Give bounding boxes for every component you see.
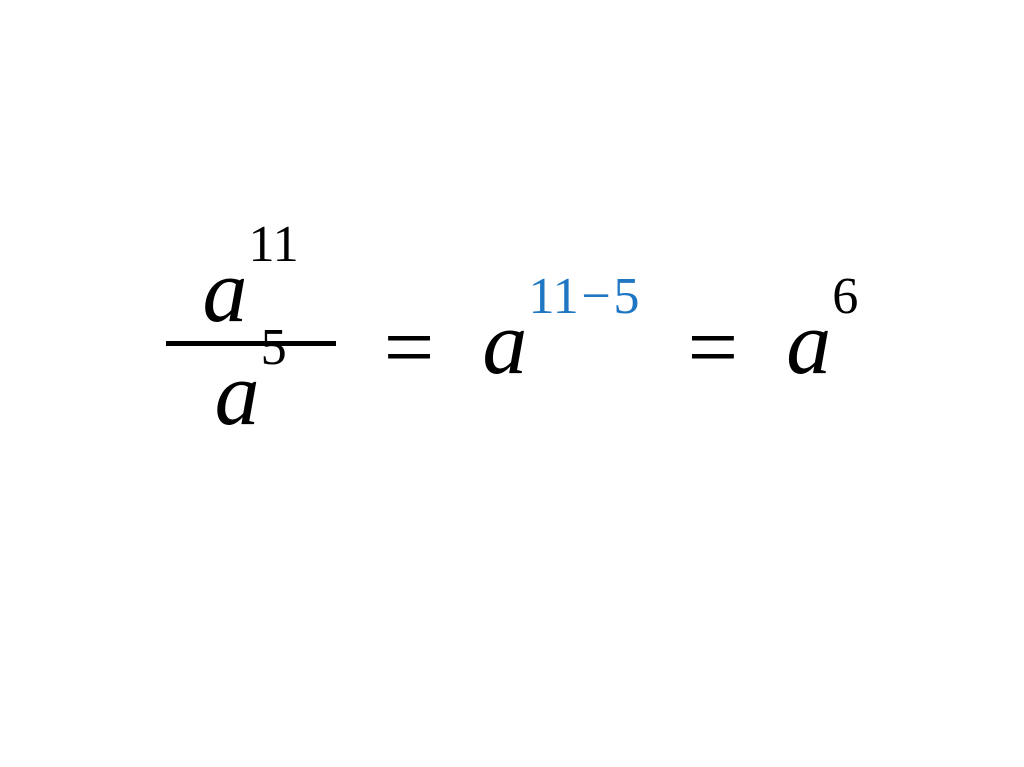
numerator-exponent: 11	[249, 218, 299, 270]
middle-base: a	[482, 299, 527, 389]
middle-exp-left: 11	[528, 267, 578, 325]
numerator-base: a	[202, 247, 247, 337]
middle-exp-right: 5	[613, 267, 639, 325]
middle-exponent: 11−5	[528, 270, 639, 322]
middle-exp-minus: −	[579, 267, 614, 325]
equals-sign-2: =	[687, 303, 738, 393]
equals-sign-1: =	[384, 303, 435, 393]
denominator-exponent: 5	[261, 321, 287, 373]
result-exponent: 6	[832, 270, 858, 322]
quotient-of-powers-equation: a 11 a 5 = a 11−5 = a 6	[166, 247, 859, 440]
middle-term: a 11−5	[482, 299, 639, 389]
denominator: a 5	[215, 350, 287, 440]
result-term: a 6	[786, 299, 858, 389]
result-base: a	[786, 299, 831, 389]
fraction: a 11 a 5	[166, 247, 336, 440]
denominator-base: a	[215, 350, 260, 440]
